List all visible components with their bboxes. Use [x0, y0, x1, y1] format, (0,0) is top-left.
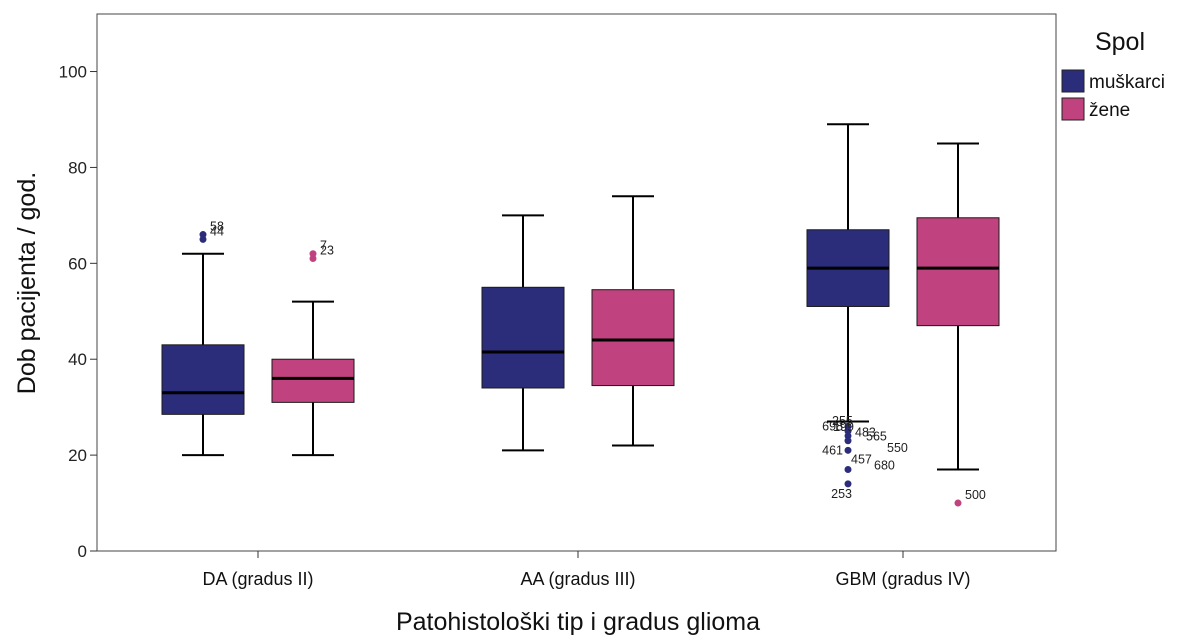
outlier-point	[844, 480, 852, 488]
outlier-label: 550	[887, 441, 908, 455]
y-tick-label: 80	[68, 158, 87, 177]
iqr-box	[591, 289, 675, 387]
y-tick-label: 60	[68, 254, 87, 273]
box-zene-0	[271, 300, 355, 457]
outlier-point	[844, 446, 852, 454]
x-tick-label: GBM (gradus IV)	[835, 569, 970, 589]
outlier-label: 7	[320, 239, 327, 253]
legend-swatch	[1061, 69, 1085, 93]
outlier-label: 199	[833, 420, 854, 434]
outlier-point	[844, 465, 852, 473]
plot-area	[96, 13, 1057, 552]
box-muskarci-0	[161, 252, 245, 457]
outlier-label: 255	[832, 414, 853, 428]
x-axis-title: Patohistološki tip i gradus glioma	[396, 608, 760, 636]
y-axis-title: Dob pacijenta / god.	[13, 172, 41, 394]
outlier-point	[199, 235, 207, 243]
box-zene-1	[591, 195, 675, 447]
outlier-point	[844, 427, 852, 435]
legend: Spol muškarci žene	[1061, 28, 1165, 121]
outlier-label: 44	[210, 224, 224, 238]
legend-swatch	[1061, 97, 1085, 121]
legend-title: Spol	[1095, 28, 1145, 56]
outlier-point	[309, 255, 317, 263]
y-axis: 0 20 40 60 80 100	[59, 63, 97, 561]
outlier-label: 253	[831, 487, 852, 501]
outlier-label: 457	[851, 452, 872, 466]
iqr-box	[271, 358, 355, 403]
y-tick-label: 20	[68, 446, 87, 465]
outlier-point	[309, 250, 317, 258]
outlier-label: 680	[874, 458, 895, 472]
outlier-label: 698	[822, 419, 843, 433]
outlier-point	[199, 231, 207, 239]
y-tick-label: 0	[78, 542, 87, 561]
x-axis: DA (gradus II) AA (gradus III) GBM (gradus…	[202, 551, 971, 589]
legend-label: muškarci	[1089, 72, 1165, 93]
iqr-box	[916, 217, 1000, 327]
x-tick-label: AA (gradus III)	[520, 569, 635, 589]
outlier-label: 23	[320, 244, 334, 258]
outlier-label: 500	[965, 488, 986, 502]
outlier-label: 461	[822, 443, 843, 457]
outlier-point	[844, 422, 852, 430]
legend-label: žene	[1089, 100, 1130, 121]
iqr-box	[481, 286, 565, 389]
outlier-point	[954, 499, 962, 507]
outlier-point	[844, 432, 852, 440]
y-tick-label: 40	[68, 350, 87, 369]
box-muskarci-2	[806, 123, 890, 423]
outlier-label: 565	[866, 430, 887, 444]
y-tick-label: 100	[59, 63, 87, 82]
boxes-layer	[161, 123, 1000, 471]
x-tick-label: DA (gradus II)	[202, 569, 313, 589]
outlier-label: 58	[210, 220, 224, 234]
iqr-box	[161, 344, 245, 415]
box-zene-2	[916, 142, 1000, 471]
outlier-point	[844, 437, 852, 445]
outlier-label: 483	[855, 426, 876, 440]
box-muskarci-1	[481, 214, 565, 452]
